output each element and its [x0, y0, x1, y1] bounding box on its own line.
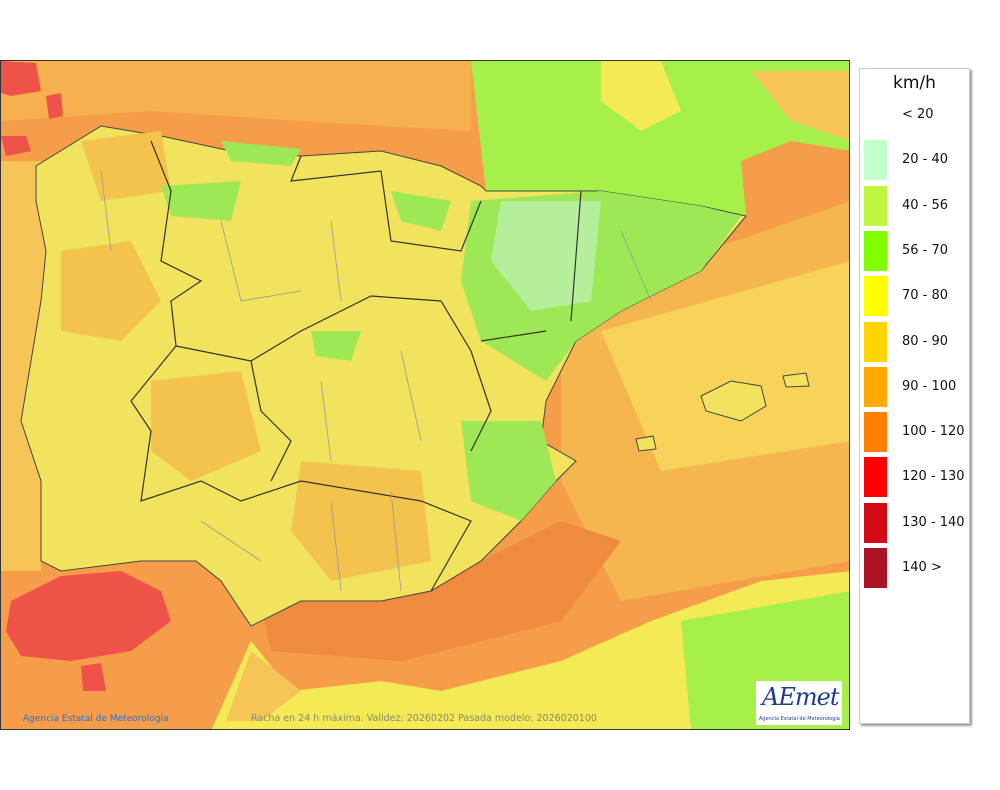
legend-swatch	[864, 230, 887, 271]
legend-swatch	[864, 276, 887, 317]
legend-swatch	[864, 366, 887, 407]
legend-label: 100 - 120	[902, 424, 965, 440]
map-caption: Racha en 24 h máxima. Validez: 20260202 …	[251, 713, 597, 724]
region-borders	[130, 140, 582, 592]
legend-label: 140 >	[902, 560, 942, 575]
legend-label: 56 - 70	[902, 242, 949, 258]
mallorca	[700, 380, 767, 422]
legend-item: < 20	[864, 95, 964, 135]
legend-label: 70 - 80	[902, 288, 949, 304]
legend-label: < 20	[902, 107, 934, 122]
legend-item: 140 >	[864, 548, 964, 588]
legend-swatch	[864, 140, 887, 181]
logo-wordmark: AEmet	[762, 683, 839, 711]
legend-item: 56 - 70	[864, 230, 964, 271]
legend-item: 20 - 40	[864, 140, 964, 181]
logo-subtitle: Agencia Estatal de Meteorología	[759, 716, 840, 722]
legend-swatch	[864, 457, 887, 498]
aemet-logo: AEmet Agencia Estatal de Meteorología	[756, 681, 842, 725]
legend-item: 80 - 90	[864, 321, 964, 362]
legend-swatch	[864, 412, 887, 453]
legend: km/h < 20 20 - 40 40 - 56 56 - 70 70 - 80 80 …	[859, 68, 970, 724]
copyright-credit: Agencia Estatal de Meteorología	[23, 714, 169, 724]
menorca	[782, 372, 810, 388]
wind-gust-map[interactable]: Agencia Estatal de Meteorología Racha en…	[0, 60, 850, 730]
legend-unit: km/h	[893, 73, 936, 93]
high-gust-area	[6, 571, 171, 661]
legend-swatch	[864, 321, 887, 362]
france-land	[471, 61, 849, 216]
legend-item: 70 - 80	[864, 276, 964, 317]
legend-label: 80 - 90	[902, 333, 949, 349]
legend-label: 20 - 40	[902, 152, 949, 168]
ibiza	[635, 435, 657, 452]
legend-item: 90 - 100	[864, 366, 964, 407]
legend-item: 100 - 120	[864, 412, 965, 453]
legend-swatch	[864, 548, 887, 588]
legend-swatch	[864, 502, 887, 543]
legend-item: 130 - 140	[864, 502, 965, 543]
legend-item: 120 - 130	[864, 457, 965, 498]
legend-label: 130 - 140	[902, 514, 965, 530]
map-canvas	[1, 61, 849, 729]
legend-label: 120 - 130	[902, 469, 965, 485]
legend-item: 40 - 56	[864, 185, 964, 226]
legend-label: 40 - 56	[902, 197, 949, 213]
legend-swatch	[864, 185, 887, 226]
legend-label: 90 - 100	[902, 378, 957, 394]
province-borders	[100, 170, 652, 592]
